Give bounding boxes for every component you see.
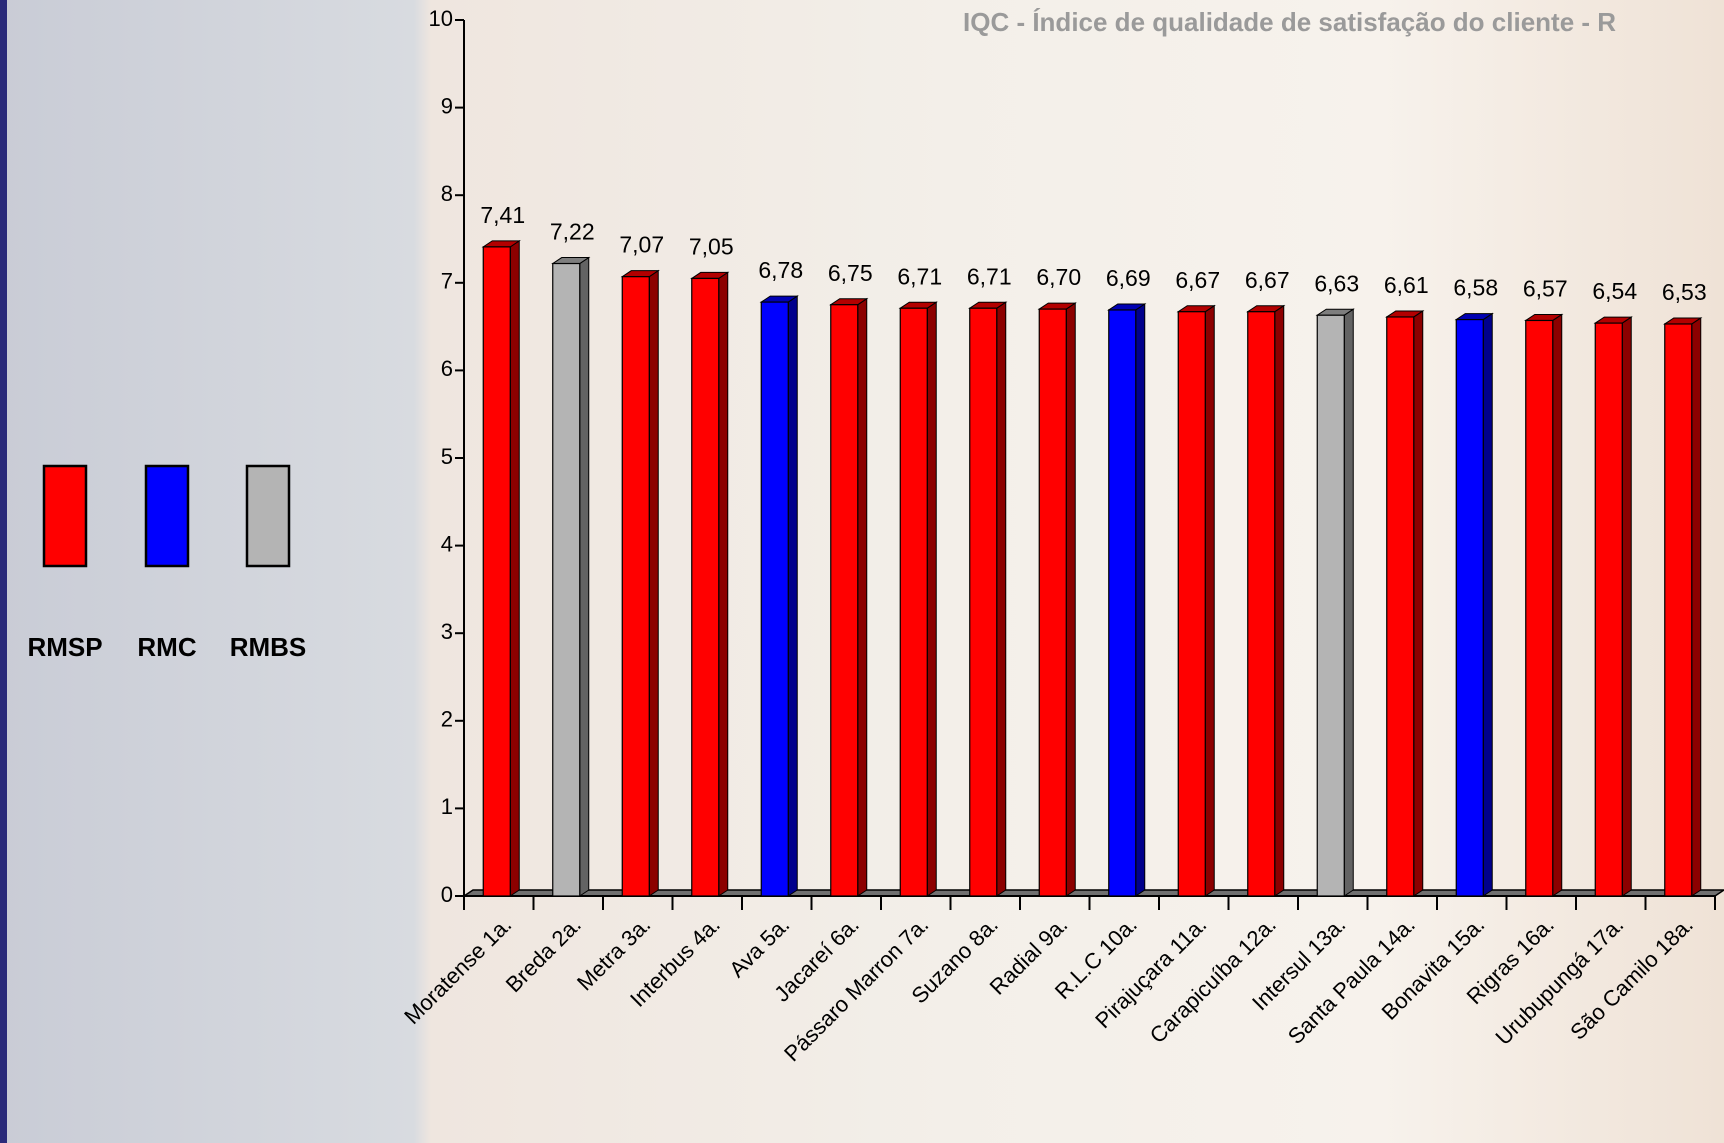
value-label: 6,78 [758,257,803,283]
bar-side [648,269,659,897]
bar-side [1482,312,1493,897]
bar [552,262,581,897]
y-tick-label: 6 [441,356,453,381]
bar-side [926,301,937,897]
legend-swatch [144,464,190,568]
value-label: 6,67 [1175,267,1220,293]
y-tick-label: 1 [441,794,453,819]
y-tick-label: 2 [441,707,453,732]
bar [899,307,928,897]
bar-side [857,297,868,897]
bar [1525,319,1554,897]
value-label: 7,05 [689,233,734,259]
y-tick-label: 8 [441,181,453,206]
value-label: 7,41 [480,202,525,228]
chart-title: IQC - Índice de qualidade de satisfação … [963,7,1616,37]
value-label: 6,75 [828,260,873,286]
value-label: 6,54 [1592,278,1637,304]
y-tick-label: 9 [441,93,453,118]
bar [1108,309,1137,897]
value-label: 6,67 [1245,267,1290,293]
bar-side [1204,304,1215,897]
bar [621,276,650,897]
bar [1386,316,1415,897]
bar [1247,311,1276,897]
bar-side [1552,313,1563,897]
bar [1316,314,1345,897]
value-label: 6,57 [1523,276,1568,302]
legend-swatch [245,464,291,568]
value-label: 7,22 [550,219,595,245]
bar-side [1413,310,1424,897]
y-tick-label: 5 [441,444,453,469]
bar-side [1691,317,1702,897]
bar [760,301,789,897]
legend-swatch [42,464,88,568]
y-tick-label: 4 [441,531,453,556]
bar [691,277,720,897]
bar [969,307,998,897]
bar [830,304,859,897]
y-tick-label: 3 [441,619,453,644]
y-tick-label: 0 [441,882,453,907]
bar [1664,323,1693,897]
value-label: 6,58 [1453,275,1498,301]
bar-side [1343,308,1354,897]
value-label: 6,69 [1106,265,1151,291]
y-tick-label: 7 [441,269,453,294]
value-label: 6,61 [1384,272,1429,298]
bar-side [1135,303,1146,897]
value-label: 6,70 [1036,264,1081,290]
bar-side [1274,304,1285,897]
value-label: 6,71 [897,263,942,289]
left-border [0,0,7,1143]
bar-side [1065,302,1076,897]
bar-side [579,256,590,897]
value-label: 6,71 [967,263,1012,289]
bar-side [996,301,1007,897]
bar [1038,308,1067,897]
y-tick-label: 10 [429,6,453,31]
value-label: 7,07 [619,232,664,258]
legend-label: RMBS [230,632,307,662]
bar-side [718,271,729,897]
value-label: 6,63 [1314,270,1359,296]
value-label: 6,53 [1662,279,1707,305]
bar [482,246,511,897]
bar [1455,318,1484,897]
bar-side [1621,316,1632,897]
legend-label: RMC [137,632,196,662]
bar-side [787,295,798,897]
bar-side [509,239,520,897]
bar [1177,311,1206,897]
legend-label: RMSP [27,632,102,662]
bar [1594,322,1623,897]
